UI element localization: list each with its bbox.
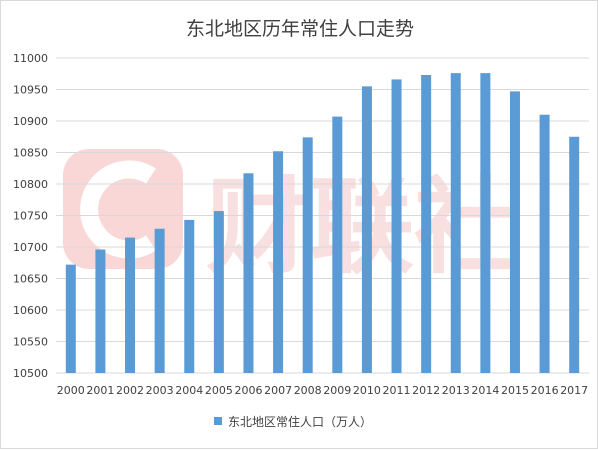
legend-swatch [214,417,222,425]
bar-2007 [273,151,284,373]
x-tick-label: 2003 [146,384,174,397]
y-tick-label: 10650 [13,273,48,286]
x-tick-label: 2011 [383,384,411,397]
x-tick-label: 2000 [57,384,85,397]
legend: 东北地区常住人口（万人） [214,415,372,429]
x-tick-label: 2007 [264,384,292,397]
y-tick-label: 11000 [13,52,48,65]
gridlines [56,57,589,374]
bar-2002 [125,237,136,373]
x-tick-label: 2004 [175,384,203,397]
chart-title: 东北地区历年常住人口走势 [186,18,414,40]
y-tick-label: 10800 [13,178,48,191]
bar-2012 [421,75,432,373]
x-tick-label: 2010 [353,384,381,397]
y-tick-label: 10500 [13,367,48,380]
x-tick-label: 2006 [234,384,262,397]
bar-2000 [65,264,76,373]
x-tick-label: 2016 [531,384,559,397]
legend-label: 东北地区常住人口（万人） [228,415,372,429]
bar-series [65,73,580,374]
x-tick-label: 2009 [323,384,351,397]
bar-2006 [243,173,254,373]
bar-2011 [391,79,402,374]
y-tick-label: 10700 [13,241,48,254]
x-tick-label: 2002 [116,384,144,397]
bar-2001 [95,249,106,373]
bar-2017 [569,136,580,373]
y-tick-label: 10750 [13,210,48,223]
x-tick-label: 2015 [501,384,529,397]
x-tick-label: 2005 [205,384,233,397]
bar-2010 [361,86,372,373]
y-tick-label: 10850 [13,147,48,160]
y-tick-label: 10600 [13,304,48,317]
y-tick-label: 10950 [13,84,48,97]
x-tick-label: 2001 [86,384,114,397]
x-tick-label: 2017 [560,384,588,397]
bar-2003 [154,228,165,373]
y-tick-label: 10550 [13,336,48,349]
bar-2005 [213,211,224,373]
bar-2008 [302,137,313,373]
x-tick-label: 2014 [471,384,499,397]
y-tick-label: 10900 [13,115,48,128]
bar-2016 [539,114,550,373]
x-axis-ticks: 2000 2001 2002 2003 2004 2005 2006 2007 2008 2009… [57,384,588,397]
bar-2015 [509,91,520,373]
x-tick-label: 2012 [412,384,440,397]
bar-2014 [480,73,491,374]
bar-2004 [184,219,195,373]
x-tick-label: 2013 [442,384,470,397]
y-axis-ticks: 10500 10550 10600 10650 10700 10750 10800 10850… [13,52,48,380]
x-tick-label: 2008 [294,384,322,397]
bar-2009 [332,116,343,373]
bar-2013 [450,73,461,374]
